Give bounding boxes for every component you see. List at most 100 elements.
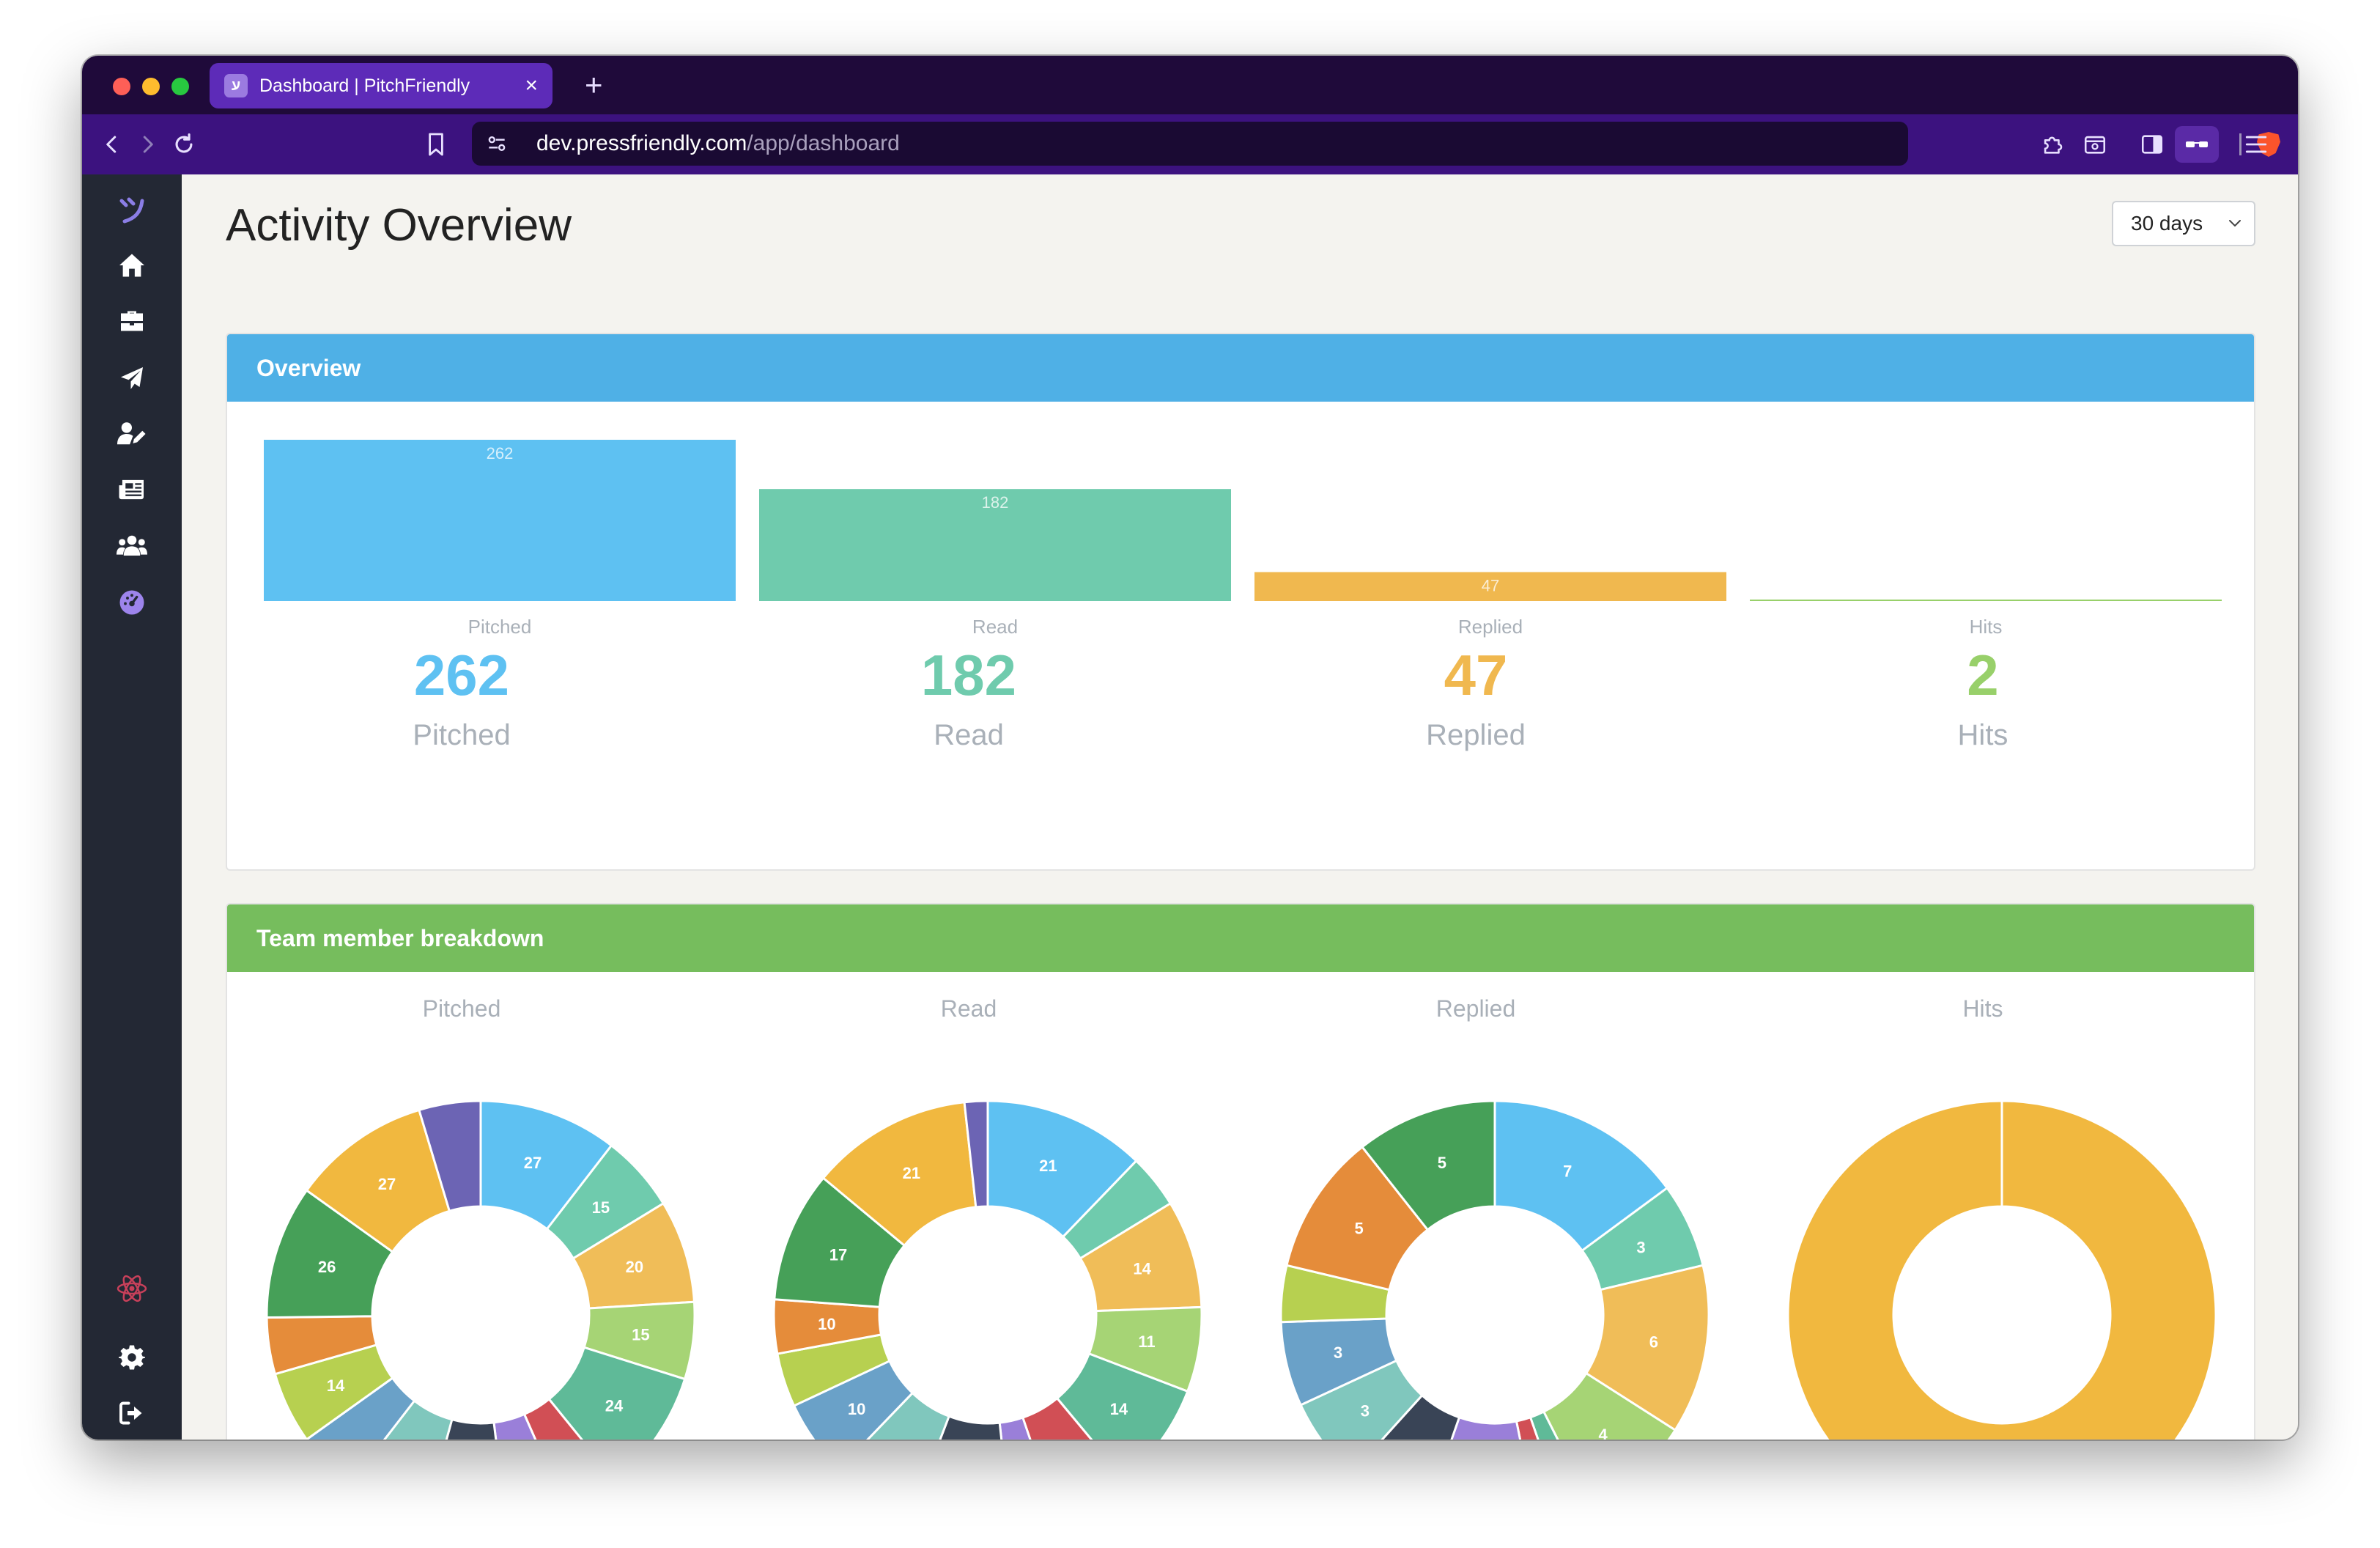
tab-strip: ע Dashboard | PitchFriendly × + <box>82 56 2298 114</box>
sidebar-item-dashboard[interactable] <box>111 582 152 623</box>
donut-title-read: Read <box>940 995 997 1022</box>
donut-slice-label: 15 <box>592 1198 610 1217</box>
glasses-icon <box>2186 141 2208 147</box>
donut-slice[interactable] <box>1360 1099 1496 1231</box>
logo-icon <box>119 197 144 224</box>
donut-slice[interactable] <box>492 1412 566 1440</box>
sidebar-panel-icon <box>2141 135 2163 154</box>
donut-slice-label: 15 <box>632 1326 649 1344</box>
donut-slice[interactable] <box>424 1418 507 1440</box>
donut-slice-label: 11 <box>1138 1333 1155 1351</box>
date-range-select[interactable]: 30 days <box>2112 201 2255 246</box>
sidebar-item-logo[interactable] <box>111 189 152 230</box>
donut-slice[interactable] <box>418 1099 482 1213</box>
maximize-window-button[interactable] <box>171 78 189 95</box>
browser-tab-dashboard[interactable]: ע Dashboard | PitchFriendly × <box>210 63 552 108</box>
new-tab-button[interactable]: + <box>585 67 603 102</box>
address-bar[interactable]: dev.pressfriendly.com/app/dashboard <box>472 122 2280 166</box>
sidebar-item-briefcase[interactable] <box>111 301 152 342</box>
browser-toolbar: dev.pressfriendly.com/app/dashboard <box>82 114 2298 174</box>
sign-out-icon <box>119 1401 142 1425</box>
close-window-button[interactable] <box>113 78 130 95</box>
donut-slice[interactable] <box>1584 1264 1710 1432</box>
url-text[interactable]: dev.pressfriendly.com/app/dashboard <box>536 131 900 156</box>
donut-slice[interactable] <box>839 1391 951 1440</box>
private-window-button[interactable] <box>2175 126 2219 163</box>
bar-hits[interactable] <box>1750 600 2222 601</box>
donut-slice[interactable] <box>1542 1371 1677 1440</box>
donut-slice-label: 6 <box>1649 1333 1658 1352</box>
donut-slice-label: 7 <box>1563 1162 1572 1181</box>
bar-value-label: 47 <box>1482 577 1499 595</box>
sidebar-item-logout[interactable] <box>111 1393 152 1434</box>
tab-close-icon[interactable]: × <box>525 73 538 97</box>
sidebar-item-contacts[interactable] <box>111 413 152 454</box>
kpi-hits: 2 Hits <box>1763 642 2203 752</box>
donut-slice[interactable] <box>1786 1099 2217 1440</box>
donut-slice[interactable] <box>963 1099 989 1209</box>
donut-slice-label: 20 <box>626 1258 643 1276</box>
sidebar-item-coverage[interactable] <box>111 469 152 510</box>
bar-category-label: Read <box>972 616 1018 638</box>
sidebar-item-settings[interactable] <box>111 1337 152 1378</box>
site-settings-icon[interactable] <box>485 132 509 155</box>
kpi-replied: 47 Replied <box>1256 642 1696 752</box>
url-path: /app/dashboard <box>747 131 900 155</box>
bar-replied[interactable] <box>1254 572 1726 601</box>
donut-slice-label: 3 <box>1636 1238 1645 1256</box>
donut-slice[interactable] <box>1055 1352 1189 1440</box>
minimize-window-button[interactable] <box>142 78 160 95</box>
user-edit-icon <box>117 422 146 445</box>
reload-button[interactable] <box>166 126 202 163</box>
donut-slice[interactable] <box>912 1415 1011 1440</box>
donut-slice-label: 3 <box>1334 1344 1342 1362</box>
extensions-button[interactable] <box>2034 126 2071 163</box>
donut-slice-label: 24 <box>605 1397 624 1415</box>
donut-slice-label: 14 <box>1110 1400 1128 1418</box>
pitchfriendly-favicon-icon: ע <box>224 74 248 97</box>
sidebar-item-home[interactable] <box>111 245 152 286</box>
reload-icon <box>175 133 193 153</box>
donut-slice[interactable] <box>1021 1396 1125 1440</box>
overview-card: Overview 262 Pitched 182 Read 47 Replied Hits … <box>226 333 2255 871</box>
donut-slice[interactable] <box>547 1346 687 1440</box>
forward-button[interactable] <box>129 126 166 163</box>
bar-category-label: Hits <box>1970 616 2003 638</box>
donut-slice[interactable] <box>350 1399 454 1440</box>
sidebar-item-pitches[interactable] <box>111 358 152 399</box>
chevron-down-icon <box>2229 220 2241 226</box>
menu-button[interactable] <box>2238 126 2274 163</box>
chevron-left-icon <box>106 136 117 153</box>
sidebar-toggle-button[interactable] <box>2134 126 2170 163</box>
overview-bar-chart: 262 Pitched 182 Read 47 Replied Hits <box>264 440 2222 638</box>
donut-slice[interactable] <box>1351 1393 1461 1440</box>
donut-slice-label: 26 <box>318 1258 336 1276</box>
donut-slice[interactable] <box>998 1416 1057 1440</box>
donut-slice-label: 14 <box>327 1376 345 1395</box>
bar-read[interactable] <box>759 489 1231 601</box>
kpi-pitched: 262 Pitched <box>242 642 681 752</box>
sidebar-item-react[interactable] <box>111 1268 152 1309</box>
reader-mode-icon <box>2084 136 2106 154</box>
donut-slice[interactable] <box>1424 1415 1537 1440</box>
bookmark-icon <box>429 133 443 156</box>
kpi-read-value: 182 <box>920 643 1017 707</box>
overview-card-header: Overview <box>227 334 2254 402</box>
donut-slice-label: 10 <box>818 1315 835 1333</box>
kpi-replied-label: Replied <box>1426 719 1526 751</box>
back-button[interactable] <box>94 126 130 163</box>
donut-slice[interactable] <box>522 1397 616 1440</box>
donut-slice[interactable] <box>1493 1099 1669 1253</box>
bar-category-label: Replied <box>1458 616 1523 638</box>
chevron-right-icon <box>143 136 153 153</box>
bookmark-button[interactable] <box>418 126 454 163</box>
react-atom-icon <box>117 1275 147 1302</box>
bar-pitched[interactable] <box>264 440 736 601</box>
kpi-replied-value: 47 <box>1444 643 1508 707</box>
reader-button[interactable] <box>2077 126 2113 163</box>
browser-window: ע Dashboard | PitchFriendly × + dev.pres… <box>82 56 2298 1440</box>
sidebar-item-team[interactable] <box>111 525 152 566</box>
bar-category-label: Pitched <box>468 616 532 638</box>
donut-slice-label: 5 <box>1438 1154 1446 1172</box>
